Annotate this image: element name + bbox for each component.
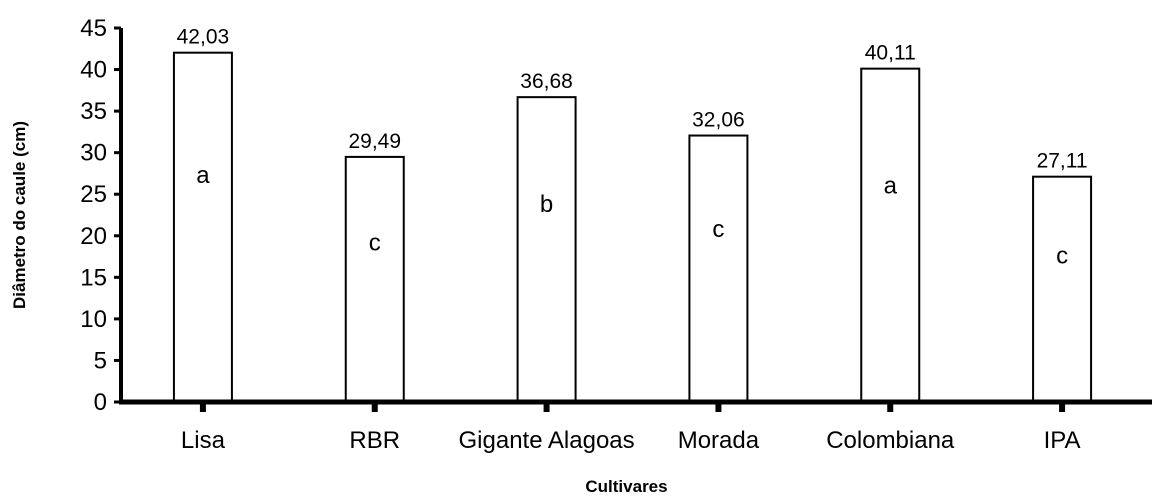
bar	[1033, 177, 1091, 402]
y-axis-ticks: 0 5 10 15 20 25 30 35 40 45	[80, 15, 121, 416]
x-category-label: Colombiana	[826, 427, 955, 454]
x-category-label: IPA	[1044, 427, 1081, 454]
bar	[518, 97, 576, 402]
bar-letter-label: c	[712, 216, 724, 243]
x-axis-categories: Lisa RBR Gigante Alagoas Morada Colombiana IP…	[181, 402, 1081, 454]
y-tick-label: 45	[80, 15, 107, 42]
x-category-label: Lisa	[181, 427, 226, 454]
bar-letter-label: c	[369, 230, 381, 257]
bar-value-label: 36,68	[520, 70, 573, 93]
x-category-label: Gigante Alagoas	[459, 427, 635, 454]
bar	[346, 157, 404, 402]
y-tick-label: 10	[80, 306, 107, 333]
bar-letter-label: b	[540, 191, 553, 218]
y-tick-label: 5	[94, 347, 107, 374]
bar-letter-label: a	[884, 172, 898, 199]
x-category-label: Morada	[678, 427, 760, 454]
y-tick-label: 35	[80, 98, 107, 125]
bar	[689, 136, 747, 402]
bar-value-label: 29,49	[348, 130, 401, 153]
y-tick-label: 15	[80, 264, 107, 291]
y-tick-label: 0	[94, 389, 107, 416]
bar-letter-label: a	[196, 162, 210, 189]
y-axis-title: Diâmetro do caule (cm)	[10, 121, 29, 309]
bar-value-label: 42,03	[177, 26, 230, 49]
bar-value-label: 27,11	[1037, 150, 1088, 173]
bar	[174, 53, 232, 402]
y-tick-label: 20	[80, 223, 107, 250]
bar	[861, 69, 919, 402]
x-axis-title: Cultivares	[585, 477, 667, 496]
bar-letter-label: c	[1056, 243, 1068, 270]
bars: 42,03 a 29,49 c 36,68 b 32,06 c 40,11 a 27,11 c	[174, 26, 1091, 402]
bar-value-label: 40,11	[865, 42, 916, 65]
x-category-label: RBR	[349, 427, 400, 454]
bar-value-label: 32,06	[692, 109, 745, 132]
y-tick-label: 30	[80, 140, 107, 167]
y-tick-label: 40	[80, 57, 107, 84]
y-tick-label: 25	[80, 181, 107, 208]
